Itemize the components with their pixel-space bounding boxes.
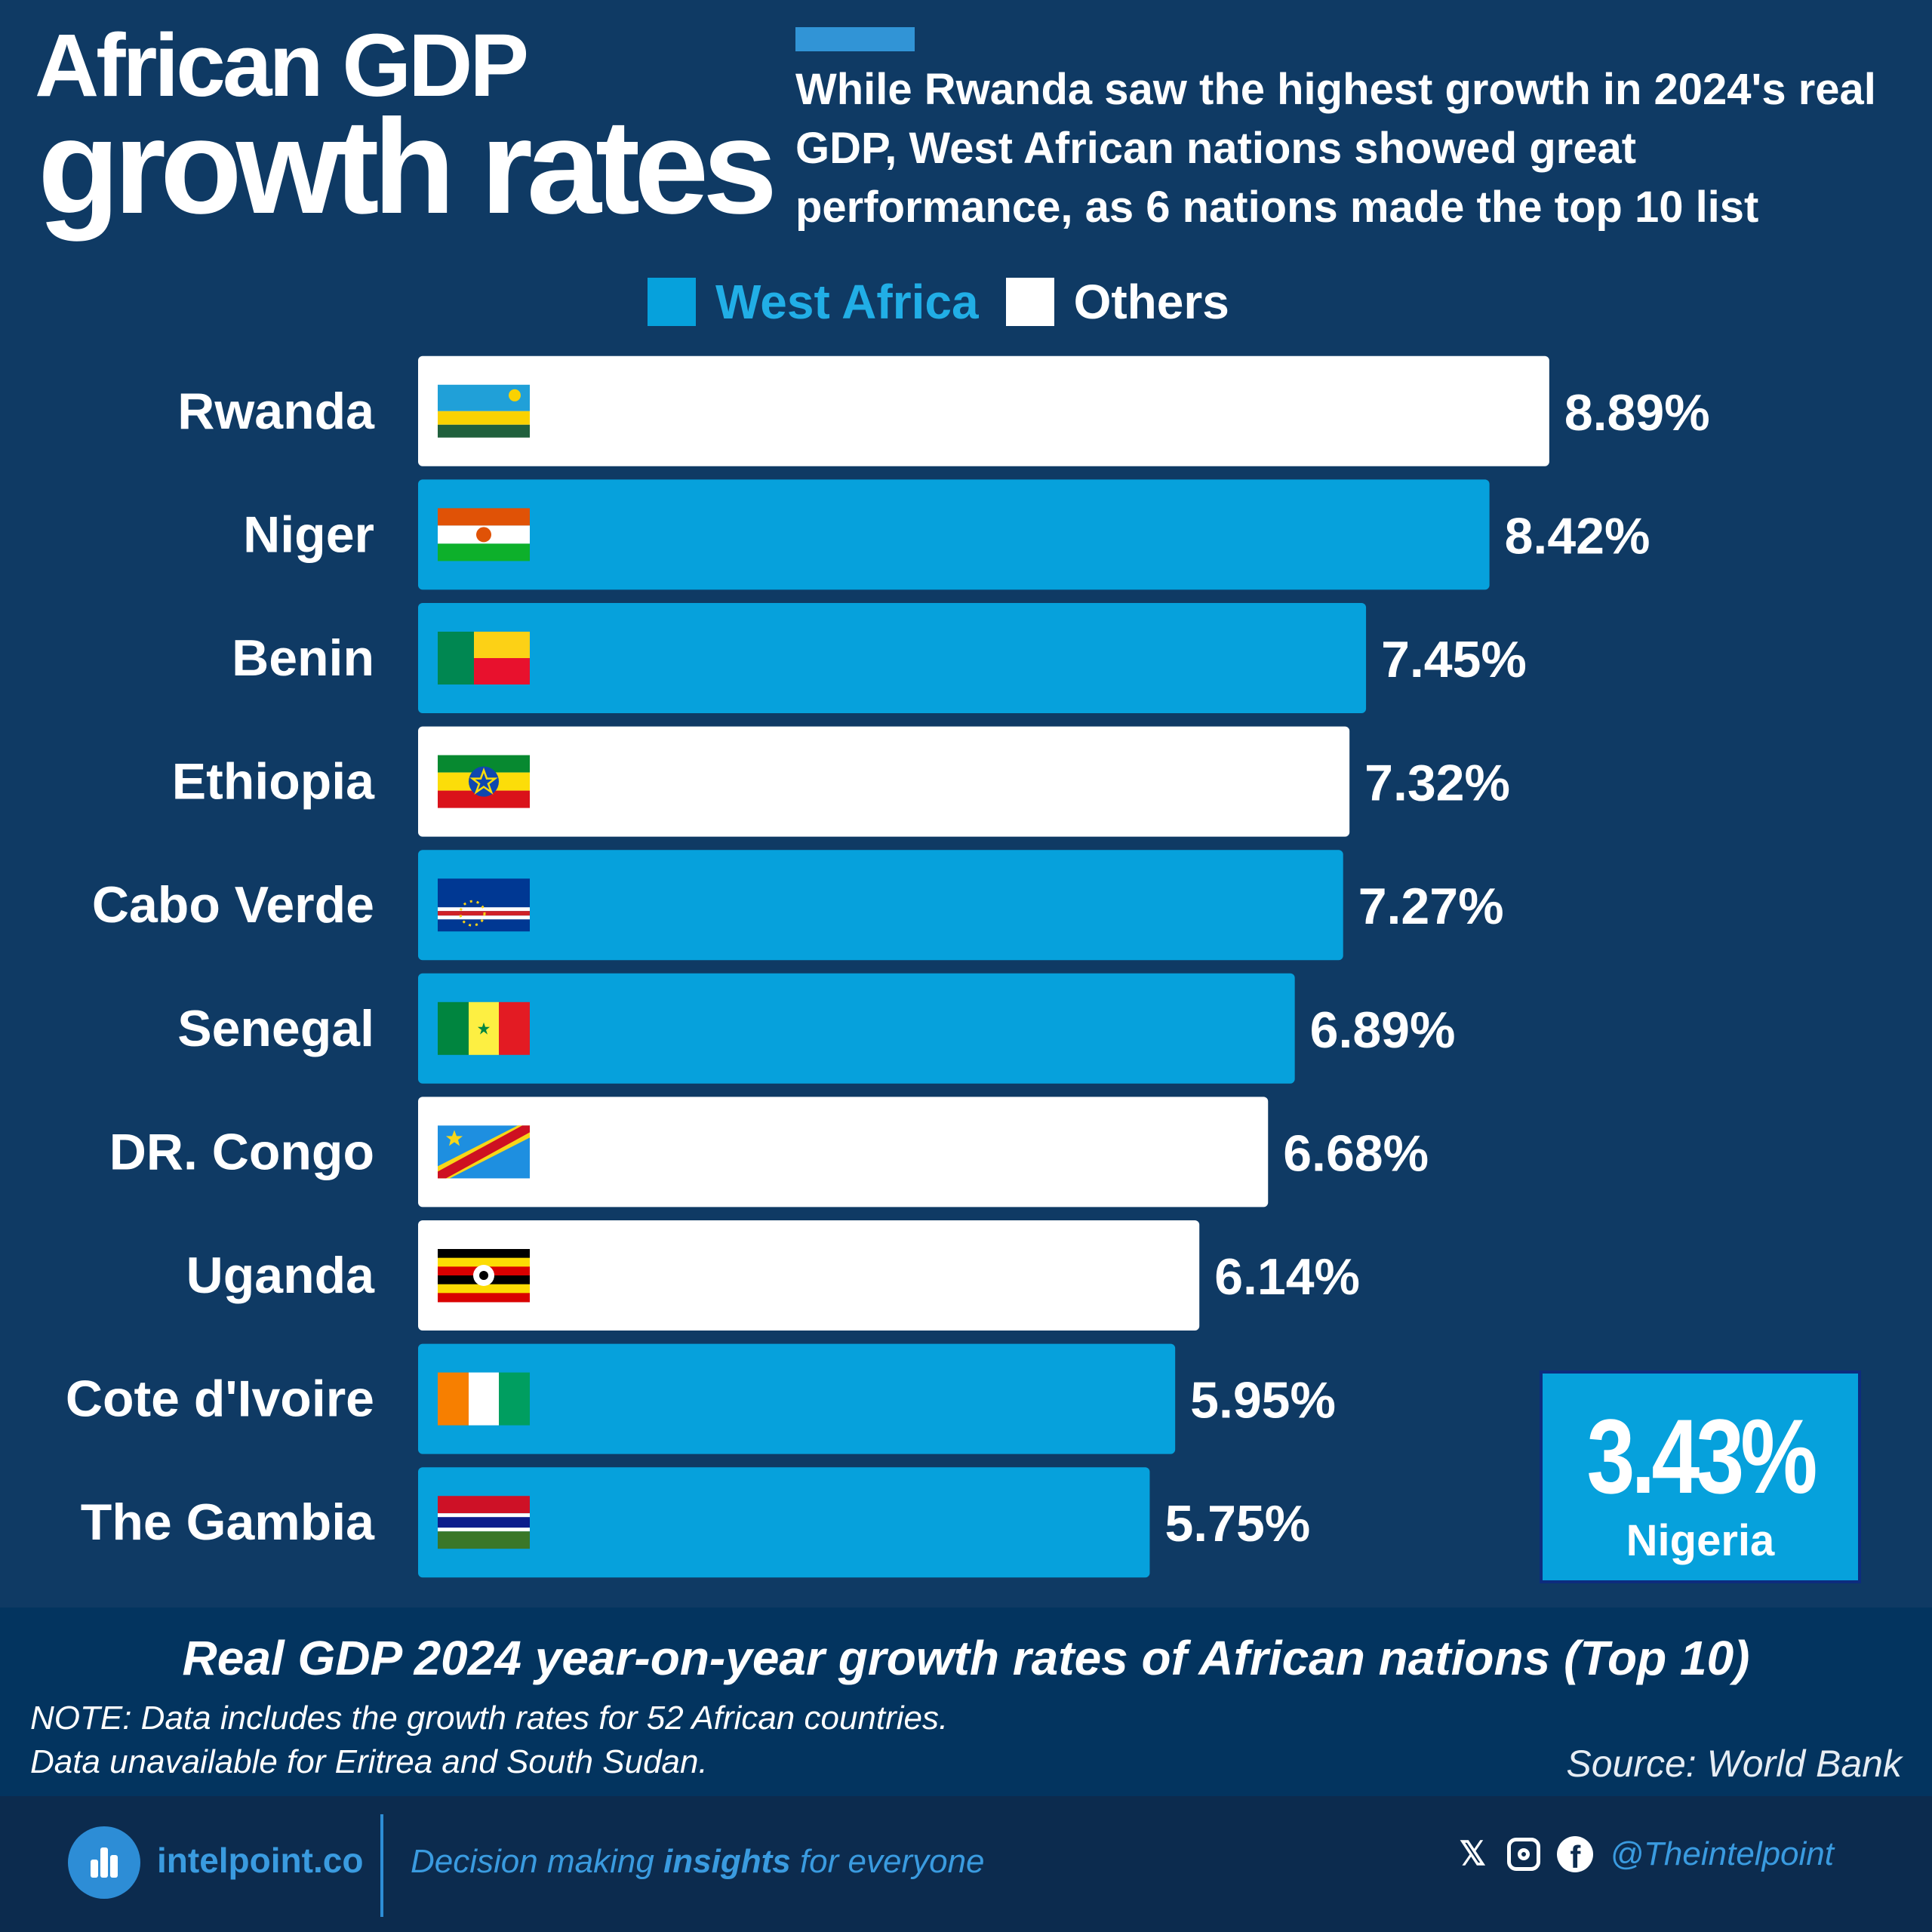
source-label: Source: World Bank bbox=[1566, 1743, 1902, 1785]
category-label-rwanda: Rwanda bbox=[177, 383, 375, 440]
instagram-icon[interactable] bbox=[1507, 1838, 1541, 1871]
brand-link[interactable]: intelpoint.co bbox=[157, 1841, 364, 1880]
gambia-flag bbox=[438, 1496, 530, 1549]
value-label-uganda: 6.14% bbox=[1214, 1248, 1360, 1306]
bar-benin bbox=[418, 603, 1367, 713]
intelpoint-logo-icon[interactable] bbox=[68, 1826, 140, 1899]
uganda-flag bbox=[438, 1249, 530, 1303]
nigeria-highlight-label: Nigeria bbox=[1626, 1516, 1775, 1565]
niger-flag bbox=[438, 508, 530, 561]
bar-senegal bbox=[418, 973, 1295, 1084]
bar-cote-d-ivoire bbox=[418, 1343, 1176, 1454]
tagline: Decision making insights for everyone bbox=[411, 1843, 985, 1880]
bar-ethiopia bbox=[418, 726, 1350, 837]
footer-divider bbox=[380, 1814, 383, 1917]
value-label-the-gambia: 5.75% bbox=[1164, 1495, 1310, 1552]
cote-divoire-flag bbox=[438, 1372, 530, 1426]
legend-label-west-africa: West Africa bbox=[715, 275, 979, 329]
value-label-benin: 7.45% bbox=[1381, 631, 1527, 688]
data-note: NOTE: Data includes the growth rates for… bbox=[30, 1697, 948, 1784]
category-label-cabo-verde: Cabo Verde bbox=[92, 876, 374, 934]
bar-cabo-verde bbox=[418, 850, 1343, 961]
social-handle[interactable]: @Theintelpoint bbox=[1610, 1835, 1834, 1872]
value-label-cabo-verde: 7.27% bbox=[1358, 878, 1504, 935]
value-label-dr-congo: 6.68% bbox=[1283, 1124, 1429, 1182]
rwanda-flag bbox=[438, 384, 530, 438]
value-label-senegal: 6.89% bbox=[1310, 1001, 1456, 1059]
nigeria-highlight-box: 3.43% Nigeria bbox=[1540, 1371, 1861, 1583]
legend-label-others: Others bbox=[1073, 275, 1229, 329]
category-label-uganda: Uganda bbox=[186, 1247, 376, 1304]
accent-bar bbox=[795, 27, 915, 51]
category-label-dr-congo: DR. Congo bbox=[109, 1123, 374, 1180]
chart-caption: Real GDP 2024 year-on-year growth rates … bbox=[182, 1631, 1750, 1685]
senegal-flag bbox=[438, 1001, 530, 1055]
bar-uganda bbox=[418, 1220, 1200, 1331]
category-label-niger: Niger bbox=[243, 506, 374, 563]
ethiopia-flag bbox=[438, 755, 530, 808]
cabo-verde-flag bbox=[438, 878, 530, 932]
category-label-senegal: Senegal bbox=[177, 1000, 374, 1057]
category-label-ethiopia: Ethiopia bbox=[172, 753, 375, 811]
chart-subtitle: While Rwanda saw the highest growth in 2… bbox=[795, 65, 1876, 232]
x-icon[interactable]: 𝕏 bbox=[1459, 1835, 1487, 1872]
dr-congo-flag bbox=[438, 1125, 530, 1179]
facebook-icon[interactable]: f bbox=[1557, 1836, 1594, 1875]
caption-band: Real GDP 2024 year-on-year growth rates … bbox=[0, 1607, 1932, 1796]
category-label-benin: Benin bbox=[232, 629, 374, 687]
value-label-cote-d-ivoire: 5.95% bbox=[1190, 1372, 1336, 1429]
social-links: 𝕏 f @Theintelpoint bbox=[1454, 1835, 1834, 1875]
nigeria-highlight-value: 3.43% bbox=[1586, 1397, 1818, 1515]
value-label-niger: 8.42% bbox=[1505, 507, 1651, 565]
legend-swatch-others bbox=[1005, 278, 1054, 326]
data-note-line2: Data unavailable for Eritrea and South S… bbox=[30, 1743, 708, 1780]
category-label-the-gambia: The Gambia bbox=[81, 1494, 375, 1551]
bar-chart: Rwanda 8.89% Niger 8.42% Benin 7.45% Ethiopia 7… bbox=[66, 355, 1710, 1578]
legend: West Africa Others bbox=[648, 272, 1257, 332]
footer: intelpoint.co Decision making insights f… bbox=[0, 1796, 1932, 1932]
chart-title-line2: growth rates bbox=[38, 91, 777, 242]
bar-the-gambia bbox=[418, 1467, 1150, 1578]
benin-flag bbox=[438, 632, 530, 685]
category-label-cote-d-ivoire: Cote d'Ivoire bbox=[66, 1371, 374, 1428]
bar-rwanda bbox=[418, 355, 1549, 466]
bar-dr-congo bbox=[418, 1097, 1269, 1208]
chart-title-line1: African GDP bbox=[35, 16, 529, 115]
bar-niger bbox=[418, 479, 1490, 590]
data-note-line1: NOTE: Data includes the growth rates for… bbox=[30, 1700, 949, 1737]
legend-swatch-west-africa bbox=[648, 278, 696, 326]
value-label-ethiopia: 7.32% bbox=[1364, 755, 1510, 812]
value-label-rwanda: 8.89% bbox=[1564, 384, 1710, 441]
